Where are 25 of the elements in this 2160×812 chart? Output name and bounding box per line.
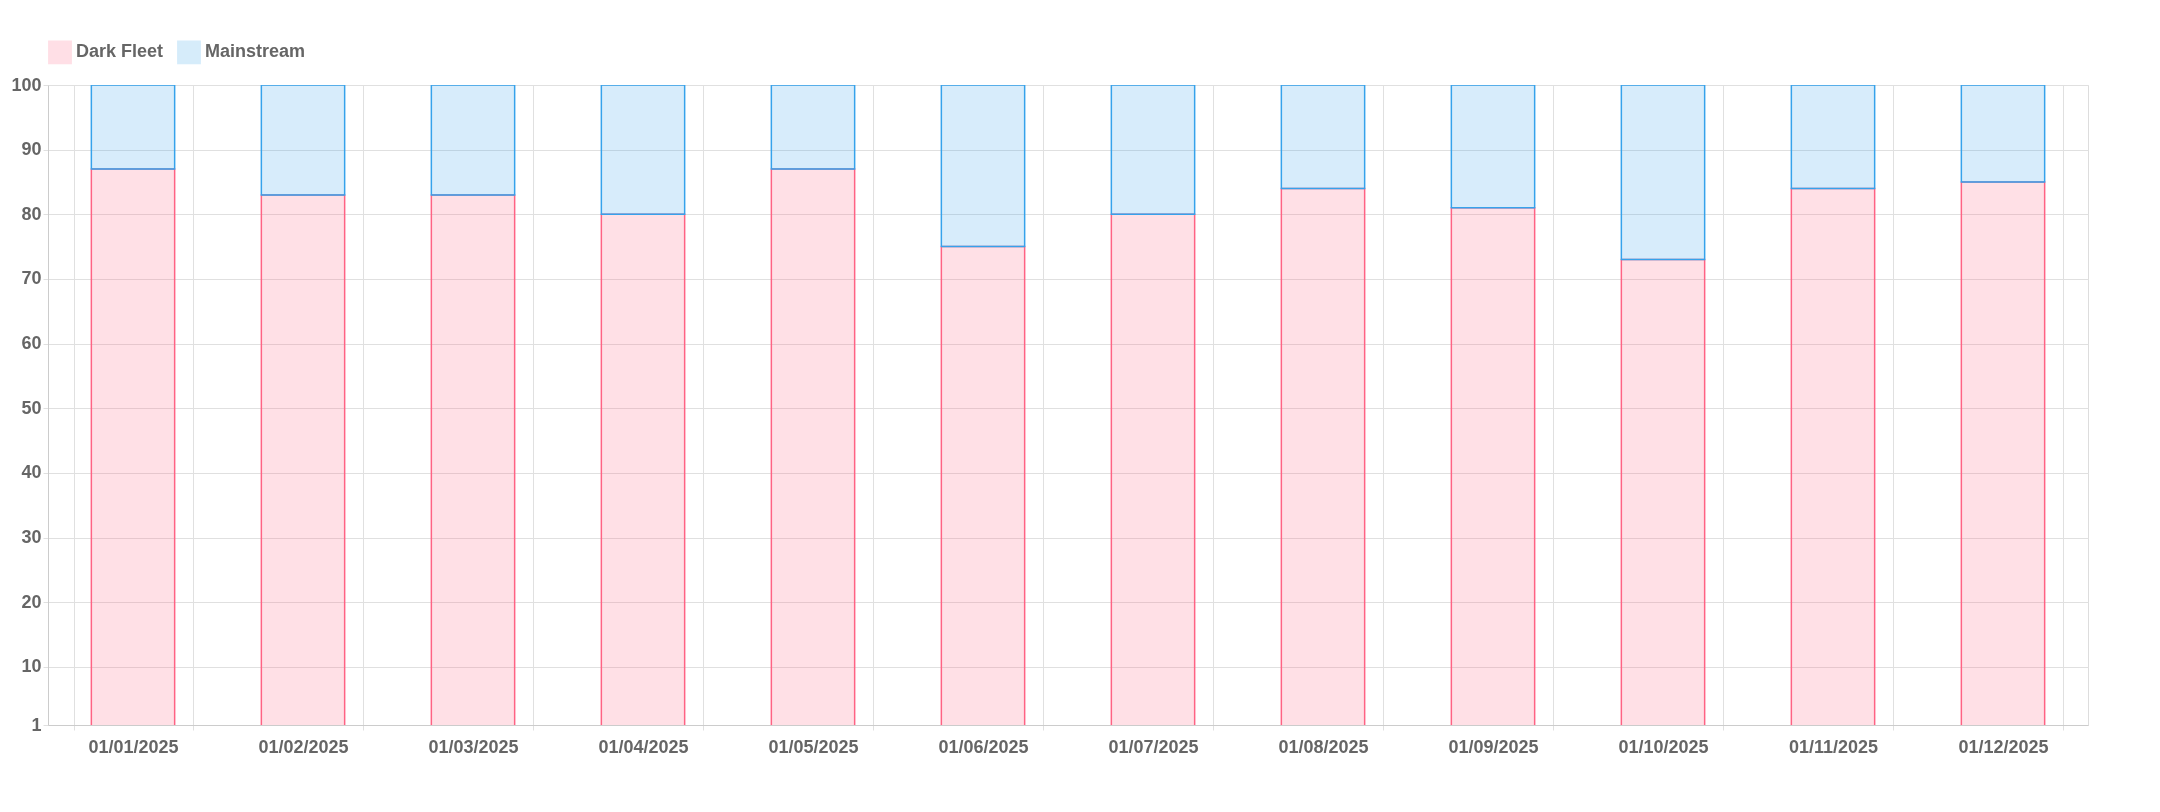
- y-tick-label: 20: [21, 591, 42, 612]
- y-tick-label: 60: [21, 333, 42, 354]
- y-tick-label: 80: [21, 203, 42, 224]
- y-tick-label: 40: [21, 462, 42, 483]
- x-tick-label: 01/03/2025: [428, 736, 519, 757]
- legend-label: Dark Fleet: [76, 41, 164, 62]
- y-tick-label: 90: [21, 139, 42, 160]
- legend-label: Mainstream: [205, 41, 306, 62]
- y-tick-label: 30: [21, 527, 42, 548]
- x-tick-label: 01/08/2025: [1278, 736, 1369, 757]
- y-tick-label: 70: [21, 268, 42, 289]
- x-tick-label: 01/11/2025: [1788, 736, 1879, 757]
- x-tick-label: 01/10/2025: [1618, 736, 1709, 757]
- y-tick-label: 1: [31, 714, 42, 735]
- y-tick-label: 100: [11, 74, 42, 95]
- x-tick-label: 01/09/2025: [1448, 736, 1539, 757]
- x-tick-label: 01/02/2025: [258, 736, 349, 757]
- y-tick-label: 10: [21, 656, 42, 677]
- x-tick-label: 01/04/2025: [598, 736, 689, 757]
- x-tick-label: 01/06/2025: [938, 736, 1029, 757]
- x-tick-label: 01/07/2025: [1108, 736, 1199, 757]
- x-tick-label: 01/05/2025: [768, 736, 859, 757]
- x-tick-label: 01/12/2025: [1958, 736, 2049, 757]
- y-tick-label: 50: [21, 397, 42, 418]
- x-tick-label: 01/01/2025: [88, 736, 179, 757]
